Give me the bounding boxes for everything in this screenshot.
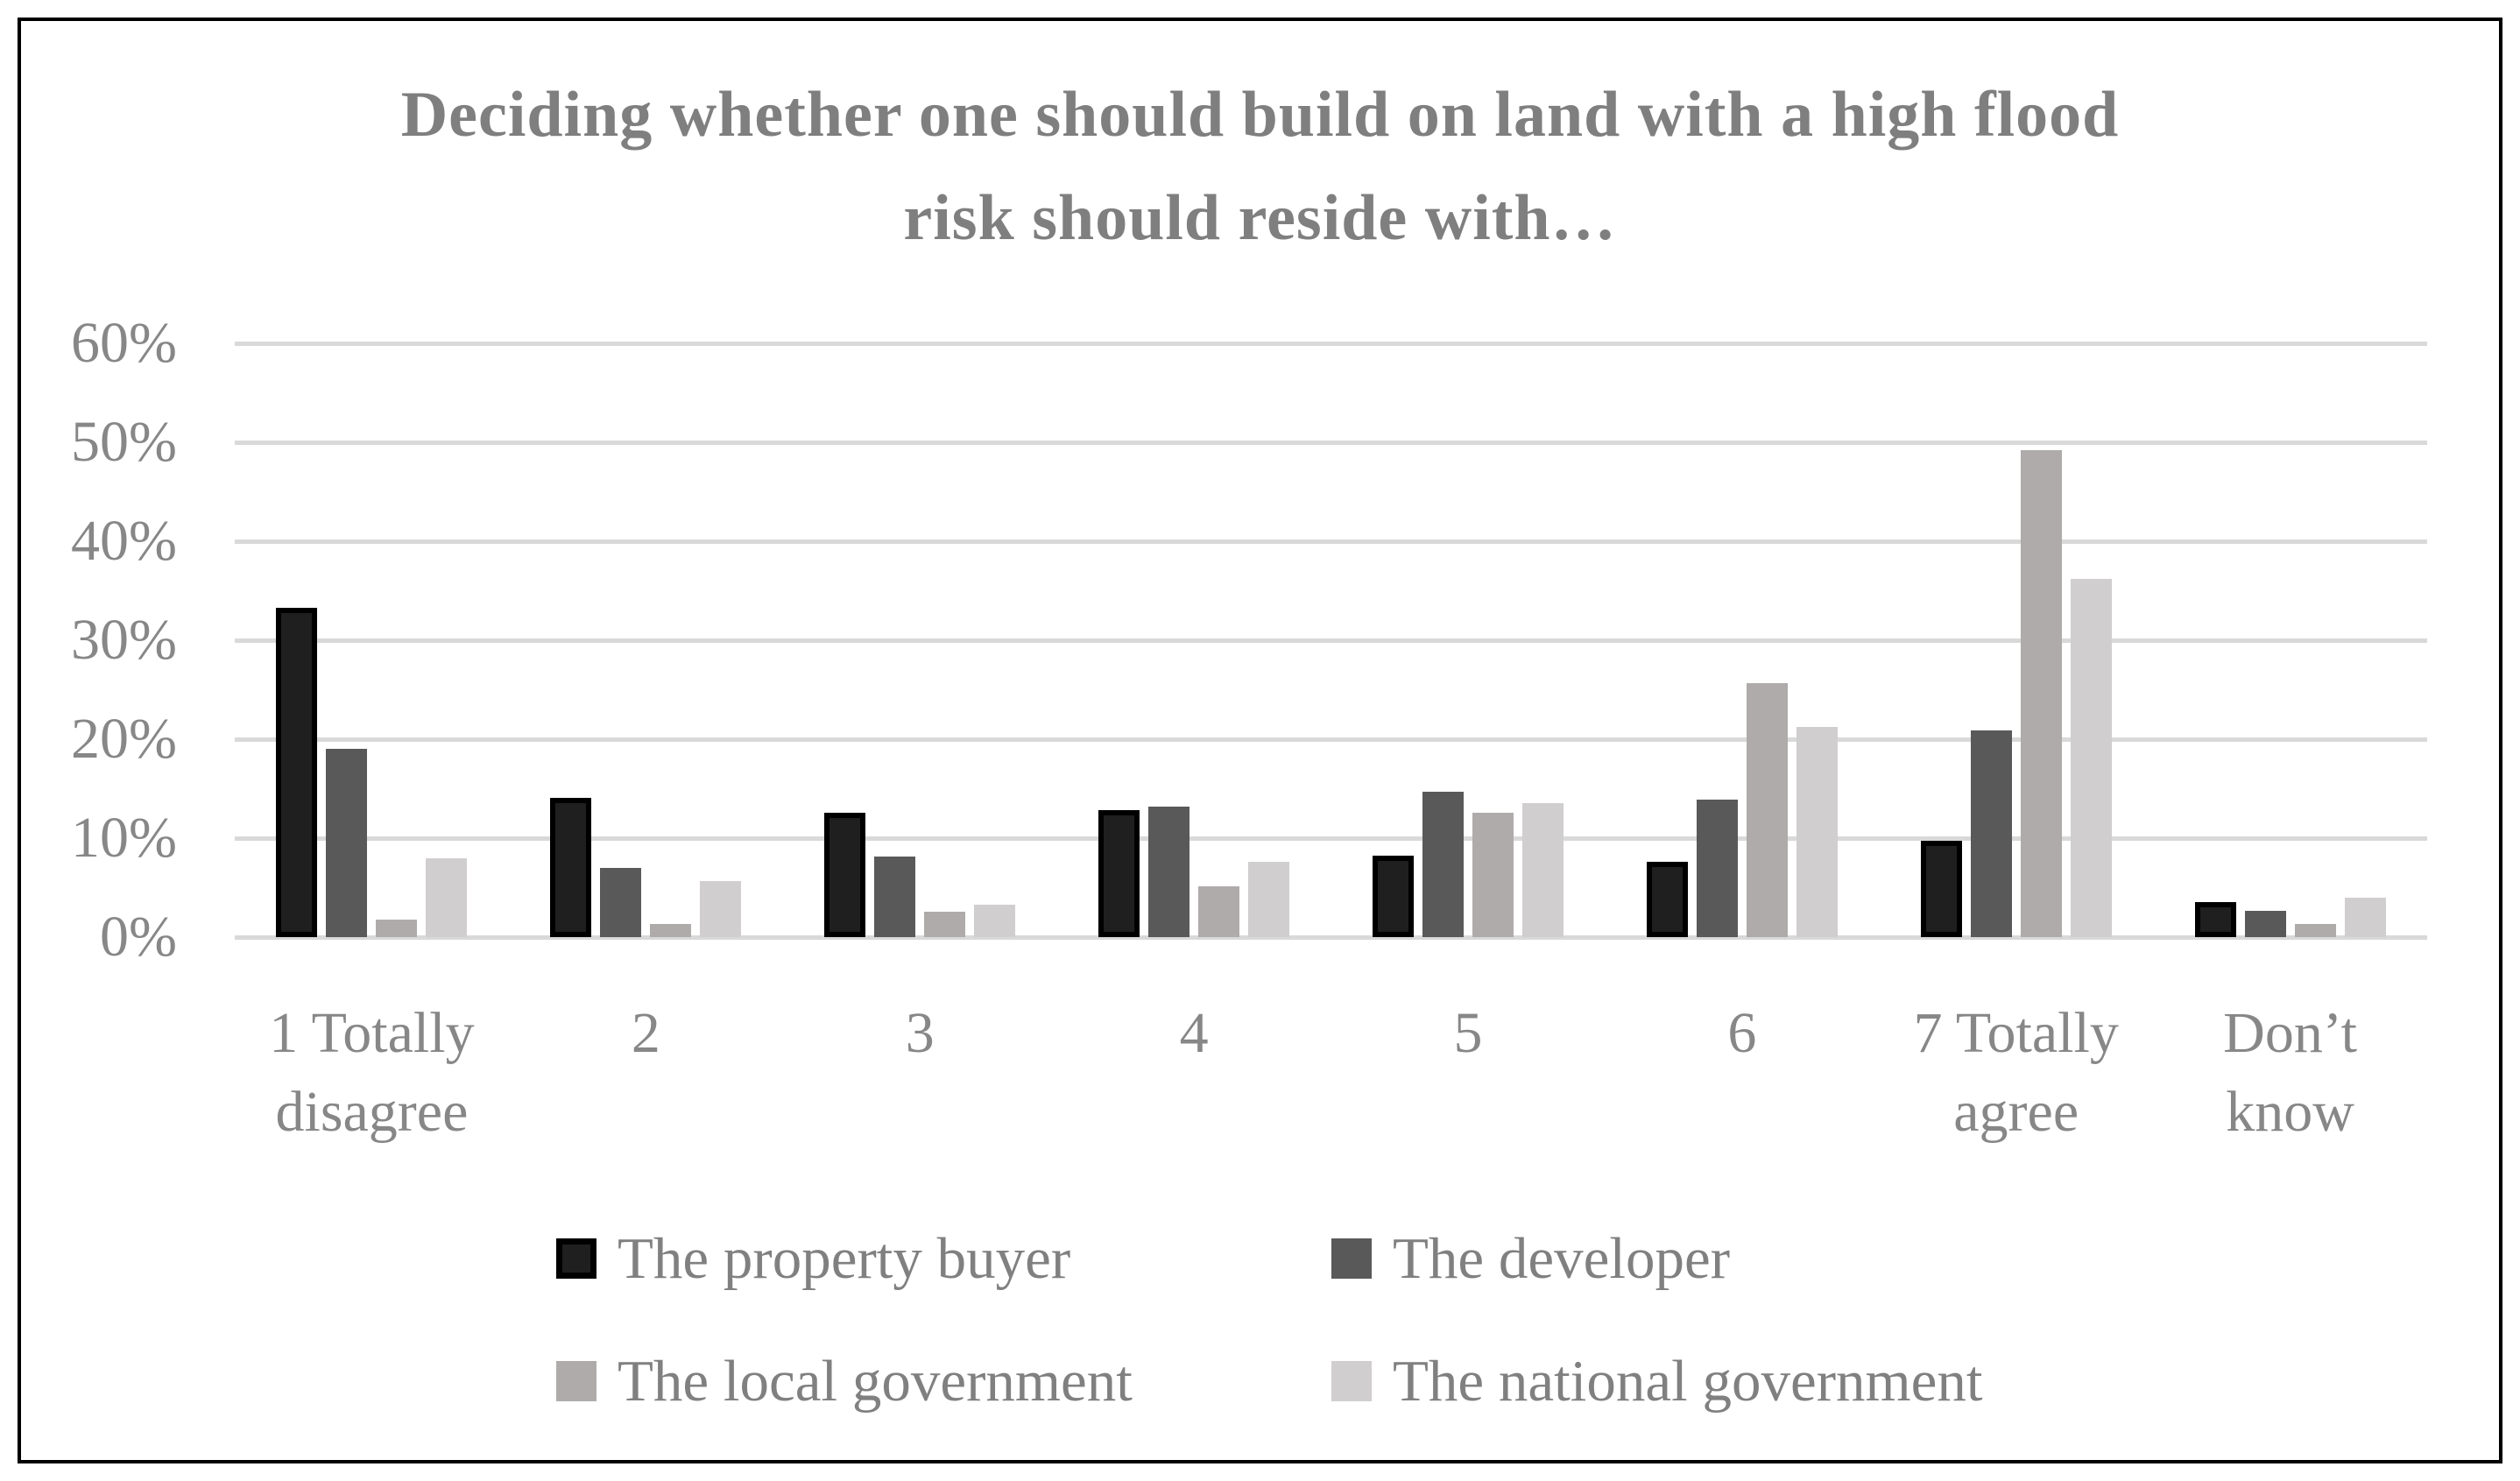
bar	[1472, 812, 1514, 937]
legend-swatch	[1331, 1361, 1372, 1401]
x-axis-label: 3	[905, 1001, 935, 1065]
bar	[1098, 810, 1140, 937]
gridline	[235, 539, 2427, 544]
bar	[1248, 862, 1290, 937]
bar	[2020, 450, 2062, 937]
legend-item: The property buyer	[556, 1228, 1070, 1289]
chart-frame: Deciding whether one should build on lan…	[18, 18, 2502, 1463]
bar-group-4	[1057, 343, 1331, 937]
gridline	[235, 836, 2427, 841]
bar-group-7	[1879, 343, 2153, 937]
bar	[1746, 682, 1788, 937]
bar-group-5	[1331, 343, 1606, 937]
plot-area	[235, 343, 2427, 937]
bar	[1970, 730, 2012, 937]
x-axis: 1 Totally disagree 2 3 4 5 6 7 Totally agree Do…	[235, 994, 2427, 1152]
bar	[1198, 886, 1240, 937]
bar	[1920, 841, 1962, 937]
bar	[924, 911, 966, 937]
x-axis-label: 1 Totally disagree	[269, 1001, 475, 1144]
legend-label: The local government	[618, 1349, 1133, 1414]
x-axis-label: 7 Totally agree	[1913, 1001, 2119, 1144]
gridline	[235, 638, 2427, 643]
legend-item: The developer	[1331, 1228, 1730, 1289]
bar-group-8	[2153, 343, 2427, 937]
bar	[1696, 799, 1738, 937]
legend-label: The national government	[1393, 1349, 1983, 1414]
bar	[1372, 856, 1414, 937]
bar	[600, 867, 642, 937]
y-tick-label: 10%	[71, 806, 177, 870]
legend-swatch	[1331, 1238, 1372, 1279]
bar	[2294, 924, 2336, 937]
chart-title-line-2: risk should reside with…	[903, 182, 1617, 254]
legend-item: The national government	[1331, 1351, 1983, 1412]
x-axis-label: 2	[631, 1001, 660, 1065]
bar	[650, 924, 692, 937]
legend-label: The property buyer	[618, 1226, 1071, 1291]
bar-group-3	[783, 343, 1057, 937]
bar	[874, 857, 916, 937]
bar	[376, 919, 418, 937]
bar	[2244, 910, 2286, 937]
y-tick-label: 0%	[100, 905, 177, 969]
bar-group-1	[235, 343, 509, 937]
bar	[974, 904, 1016, 937]
bar	[2344, 897, 2386, 937]
legend-swatch	[556, 1361, 596, 1401]
gridline	[235, 341, 2427, 346]
y-tick-label: 20%	[71, 707, 177, 771]
bar	[426, 857, 468, 937]
gridline	[235, 934, 2427, 940]
x-axis-label: Don’t know	[2223, 1001, 2357, 1144]
bar	[2070, 578, 2112, 937]
bar	[700, 880, 742, 937]
y-tick-label: 30%	[71, 608, 177, 672]
bar	[550, 797, 592, 937]
bar	[2194, 902, 2236, 937]
y-tick-label: 40%	[71, 509, 177, 573]
y-tick-label: 60%	[71, 311, 177, 375]
bar-group-6	[1605, 343, 1879, 937]
bar	[276, 607, 318, 937]
gridline	[235, 737, 2427, 742]
chart-title: Deciding whether one should build on lan…	[21, 63, 2499, 270]
bar	[1148, 806, 1190, 937]
bar	[824, 812, 866, 937]
bar	[1646, 862, 1688, 937]
chart-title-line-1: Deciding whether one should build on lan…	[400, 79, 2120, 151]
bar	[1521, 803, 1564, 937]
legend-label: The developer	[1393, 1226, 1731, 1291]
legend-swatch	[556, 1238, 596, 1279]
bar-group-2	[509, 343, 783, 937]
legend-item: The local government	[556, 1351, 1133, 1412]
x-axis-label: 6	[1727, 1001, 1757, 1065]
bar	[326, 749, 368, 937]
gridline	[235, 440, 2427, 445]
bar	[1422, 791, 1464, 937]
x-axis-label: 4	[1179, 1001, 1209, 1065]
x-axis-label: 5	[1453, 1001, 1483, 1065]
y-tick-label: 50%	[71, 410, 177, 474]
bar	[1796, 727, 1838, 937]
